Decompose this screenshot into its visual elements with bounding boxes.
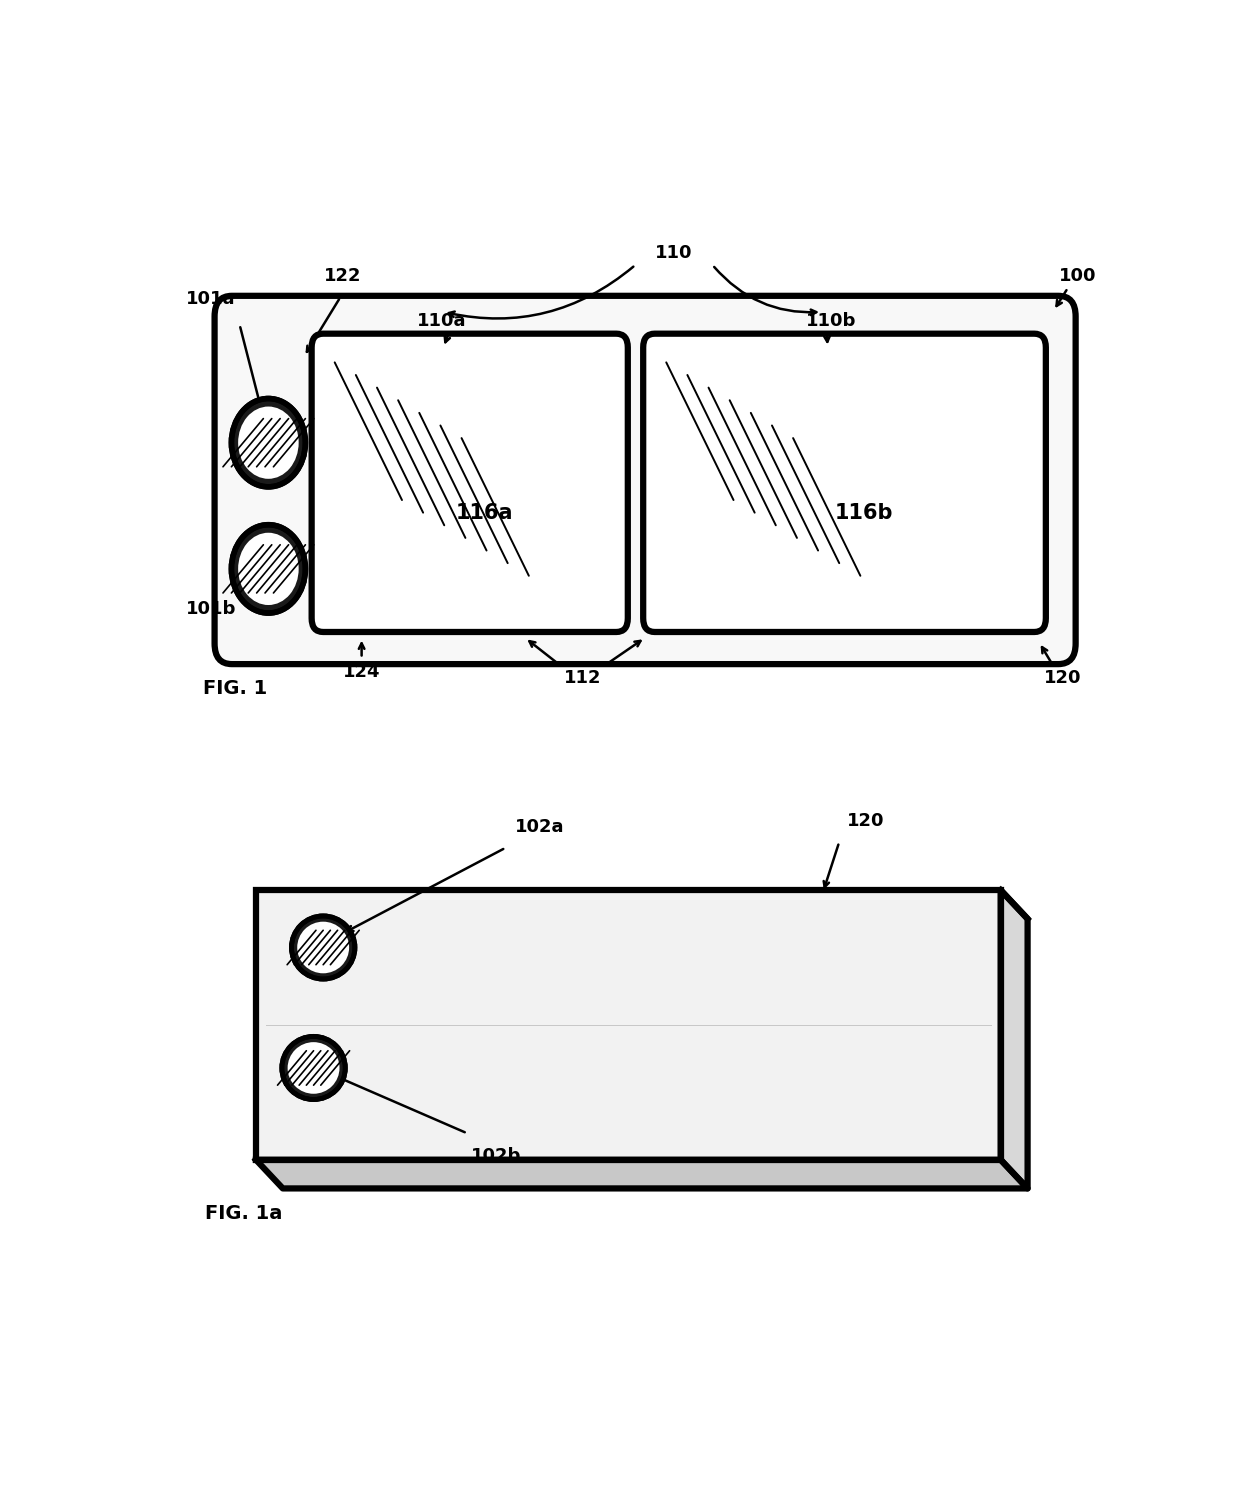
Text: 110b: 110b [806, 311, 857, 331]
Text: 102a: 102a [515, 818, 564, 836]
Text: FIG. 1a: FIG. 1a [205, 1204, 283, 1223]
Text: 116a: 116a [455, 502, 513, 523]
FancyBboxPatch shape [215, 297, 1075, 665]
Ellipse shape [298, 922, 350, 973]
FancyBboxPatch shape [644, 334, 1045, 632]
Ellipse shape [232, 398, 305, 487]
FancyBboxPatch shape [311, 334, 627, 632]
Polygon shape [1001, 890, 1028, 1189]
Text: 110: 110 [655, 244, 693, 262]
FancyBboxPatch shape [255, 890, 1001, 1159]
Text: 120: 120 [1044, 669, 1081, 687]
Text: 110a: 110a [417, 311, 466, 331]
Polygon shape [255, 1159, 1028, 1189]
Text: 100: 100 [1059, 267, 1096, 285]
Text: 101a: 101a [186, 291, 236, 308]
Ellipse shape [232, 524, 305, 612]
Ellipse shape [238, 407, 299, 478]
Text: 122: 122 [324, 267, 361, 285]
Ellipse shape [281, 1037, 345, 1100]
Text: 102b: 102b [471, 1147, 521, 1165]
Ellipse shape [288, 1042, 340, 1094]
Text: 101b: 101b [186, 600, 236, 618]
Ellipse shape [291, 916, 355, 979]
Text: 112: 112 [564, 669, 601, 687]
Text: 120: 120 [847, 812, 885, 830]
Text: 116b: 116b [835, 502, 893, 523]
Ellipse shape [238, 533, 299, 605]
Text: FIG. 1: FIG. 1 [203, 679, 268, 697]
Text: 124: 124 [343, 663, 381, 681]
